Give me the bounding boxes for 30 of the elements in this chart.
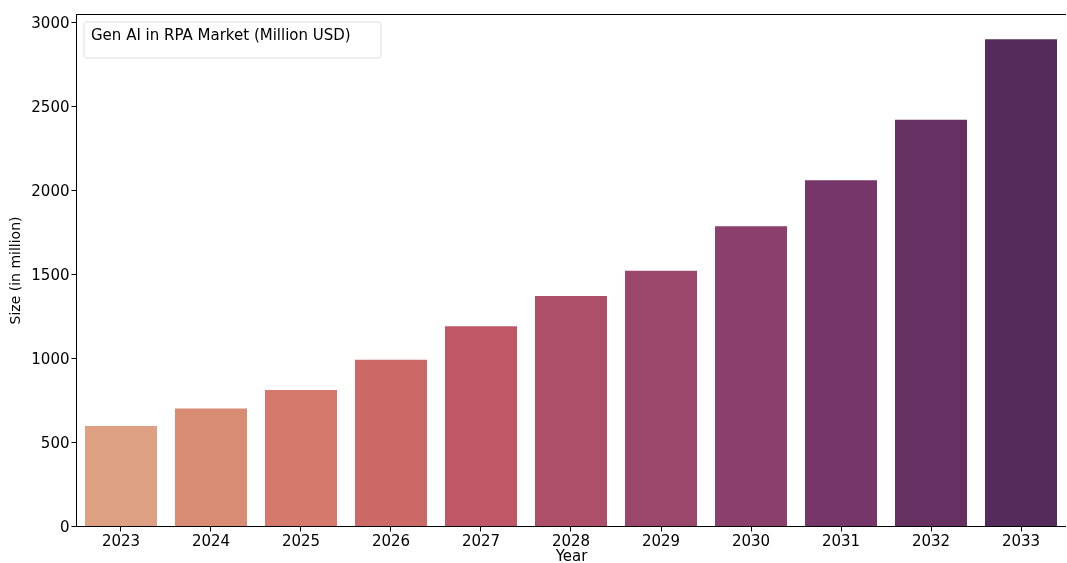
bar (265, 390, 337, 526)
x-tick-label: 2029 (641, 531, 681, 550)
x-tick-label: 2031 (821, 531, 861, 550)
y-axis-title: Size (in million) (7, 216, 24, 325)
y-tick-label: 500 (40, 433, 70, 452)
x-tick-label: 2027 (461, 531, 501, 550)
y-tick-label: 3000 (31, 13, 70, 32)
bar (805, 180, 877, 526)
bar (355, 359, 427, 526)
x-tick-label: 2024 (191, 531, 231, 550)
x-tick-label: 2030 (731, 531, 771, 550)
bar (175, 408, 247, 526)
x-tick-label: 2026 (371, 531, 411, 550)
bar (445, 326, 517, 526)
x-tick-label: 2025 (281, 531, 321, 550)
x-tick-label: 2032 (911, 531, 951, 550)
x-tick-label: 2033 (1001, 531, 1041, 550)
bar (715, 226, 787, 526)
x-tick-label: 2023 (101, 531, 141, 550)
y-tick-label: 2000 (31, 181, 70, 200)
bar (535, 296, 607, 526)
y-tick-label: 0 (59, 517, 70, 536)
y-tick-label: 2500 (31, 97, 70, 116)
y-tick-label: 1500 (31, 265, 70, 284)
bar (85, 426, 157, 526)
legend-title: Gen AI in RPA Market (Million USD) (91, 26, 351, 44)
bar (625, 270, 697, 526)
y-tick-label: 1000 (31, 349, 70, 368)
bar (985, 39, 1057, 526)
bar (895, 119, 967, 526)
